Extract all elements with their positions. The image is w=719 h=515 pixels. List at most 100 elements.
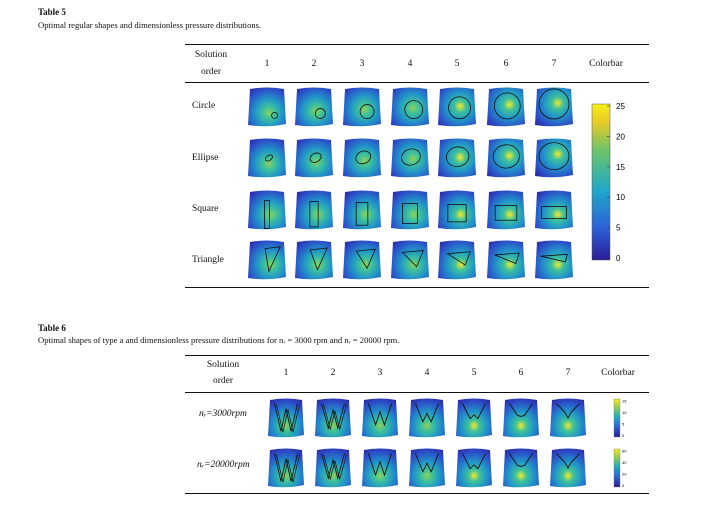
- table6-col-7: 7: [565, 368, 571, 378]
- table5-col-4: 4: [407, 59, 413, 69]
- table5-colorbar: 25 20 15 10 5 0: [591, 102, 625, 263]
- table5-col-7: 7: [551, 59, 557, 69]
- blade-outline-inner: [276, 404, 300, 433]
- blade-outline: [462, 453, 486, 470]
- table6-bottom-rule: [185, 493, 649, 494]
- pressure-map-row1-3: [362, 398, 398, 438]
- table6-col-3: 3: [377, 368, 383, 378]
- colorbar-gradient: [613, 448, 621, 488]
- table6-col-2: 2: [330, 368, 336, 378]
- ellipse-outline: [355, 150, 372, 165]
- table6-header-solution: Solution: [206, 360, 240, 370]
- blade-outline: [415, 453, 439, 473]
- circle-outline: [271, 111, 279, 119]
- blade-outline-inner: [323, 454, 347, 481]
- square-outline: [494, 205, 518, 221]
- table5-row-label-triangle: Triangle: [192, 255, 224, 265]
- table6-col-6: 6: [518, 368, 524, 378]
- table6-top-rule: [185, 355, 649, 356]
- colorbar-tick-label: 0: [616, 254, 621, 263]
- table5-row-label-square: Square: [192, 204, 219, 214]
- table6-col-1: 1: [283, 368, 289, 378]
- colorbar-tick-label: 10: [616, 193, 625, 202]
- ellipse-outline: [538, 142, 570, 171]
- ellipse-outline: [264, 154, 273, 162]
- square-outline: [355, 202, 369, 226]
- table5-col-3: 3: [359, 59, 365, 69]
- square-outline: [402, 203, 418, 224]
- pressure-map-square-1: [248, 190, 286, 230]
- pressure-map-square-7: [535, 190, 573, 230]
- table5-col-5: 5: [454, 59, 460, 69]
- table6-label: Table 6: [38, 323, 66, 333]
- pressure-map-row1-6: [503, 398, 539, 438]
- blade-outline: [368, 403, 392, 427]
- square-outline: [541, 206, 567, 219]
- pressure-map-ellipse-1: [248, 138, 286, 178]
- ellipse-outline: [309, 152, 322, 163]
- table6-row-label-20000: nᵣ=20000rpm: [197, 460, 250, 470]
- pressure-map-ellipse-3: [343, 138, 381, 178]
- table5-col-2: 2: [311, 59, 317, 69]
- table5-top-rule: [185, 44, 649, 45]
- pressure-map-square-2: [295, 190, 333, 230]
- table6-caption: Optimal shapes of type a and dimensionle…: [38, 335, 400, 345]
- table6-col-4: 4: [424, 368, 430, 378]
- table5-label: Table 5: [38, 7, 66, 17]
- triangle-outline: [355, 248, 376, 270]
- blade-outline: [556, 453, 580, 469]
- pressure-map-row2-4: [409, 448, 445, 488]
- table6-col-5: 5: [471, 368, 477, 378]
- pressure-map-ellipse-2: [295, 138, 333, 178]
- table5-header-rule: [185, 82, 649, 83]
- colorbar-tick-label: 5: [622, 422, 625, 427]
- table5-bottom-rule: [185, 287, 649, 288]
- pressure-map-row2-5: [456, 448, 492, 488]
- blade-outline: [509, 453, 533, 467]
- table6-colorbar-row1: 15 10 5 0: [613, 399, 627, 438]
- blade-outline: [556, 403, 580, 419]
- blade-outline-inner: [276, 454, 300, 483]
- pressure-map-ellipse-5: [438, 138, 476, 178]
- pressure-map-circle-1: [248, 87, 286, 127]
- circle-outline: [493, 92, 521, 120]
- ellipse-outline: [492, 144, 520, 169]
- table5-header-order: order: [200, 67, 222, 77]
- table6-header-rule: [185, 392, 649, 393]
- blade-outline: [462, 403, 486, 420]
- table5-row-label-ellipse: Ellipse: [192, 153, 219, 163]
- colorbar-tick-label: 20: [616, 132, 625, 141]
- square-outline: [309, 201, 319, 228]
- table5-header-colorbar: Colorbar: [589, 59, 623, 69]
- triangle-outline: [494, 252, 520, 265]
- circle-outline: [359, 104, 375, 119]
- table5-col-6: 6: [503, 59, 509, 69]
- colorbar-tick-label: 0: [622, 433, 625, 438]
- triangle-outline: [309, 247, 328, 271]
- pressure-map-ellipse-7: [535, 138, 573, 178]
- colorbar-tick-label: 60: [622, 449, 627, 454]
- blade-outline-inner: [323, 404, 347, 431]
- pressure-map-row1-4: [409, 398, 445, 438]
- pressure-map-row2-3: [362, 448, 398, 488]
- triangle-outline: [264, 246, 281, 273]
- colorbar-tick-label: 25: [616, 102, 625, 111]
- circle-outline: [314, 108, 326, 119]
- blade-outline: [321, 403, 345, 430]
- square-outline: [447, 204, 467, 223]
- pressure-map-row2-6: [503, 448, 539, 488]
- blade-outline: [274, 453, 298, 482]
- table5-row-label-circle: Circle: [192, 101, 216, 111]
- colorbar-gradient: [591, 103, 611, 261]
- colorbar-tick-label: 40: [622, 460, 627, 465]
- colorbar-tick-label: 15: [616, 163, 625, 172]
- triangle-outline: [540, 253, 568, 263]
- triangle-outline: [446, 251, 471, 266]
- colorbar-tick-label: 5: [616, 224, 621, 233]
- blade-outline: [274, 403, 298, 432]
- colorbar-tick-label: 10: [622, 410, 627, 415]
- blade-outline: [321, 453, 345, 480]
- triangle-outline: [401, 250, 424, 268]
